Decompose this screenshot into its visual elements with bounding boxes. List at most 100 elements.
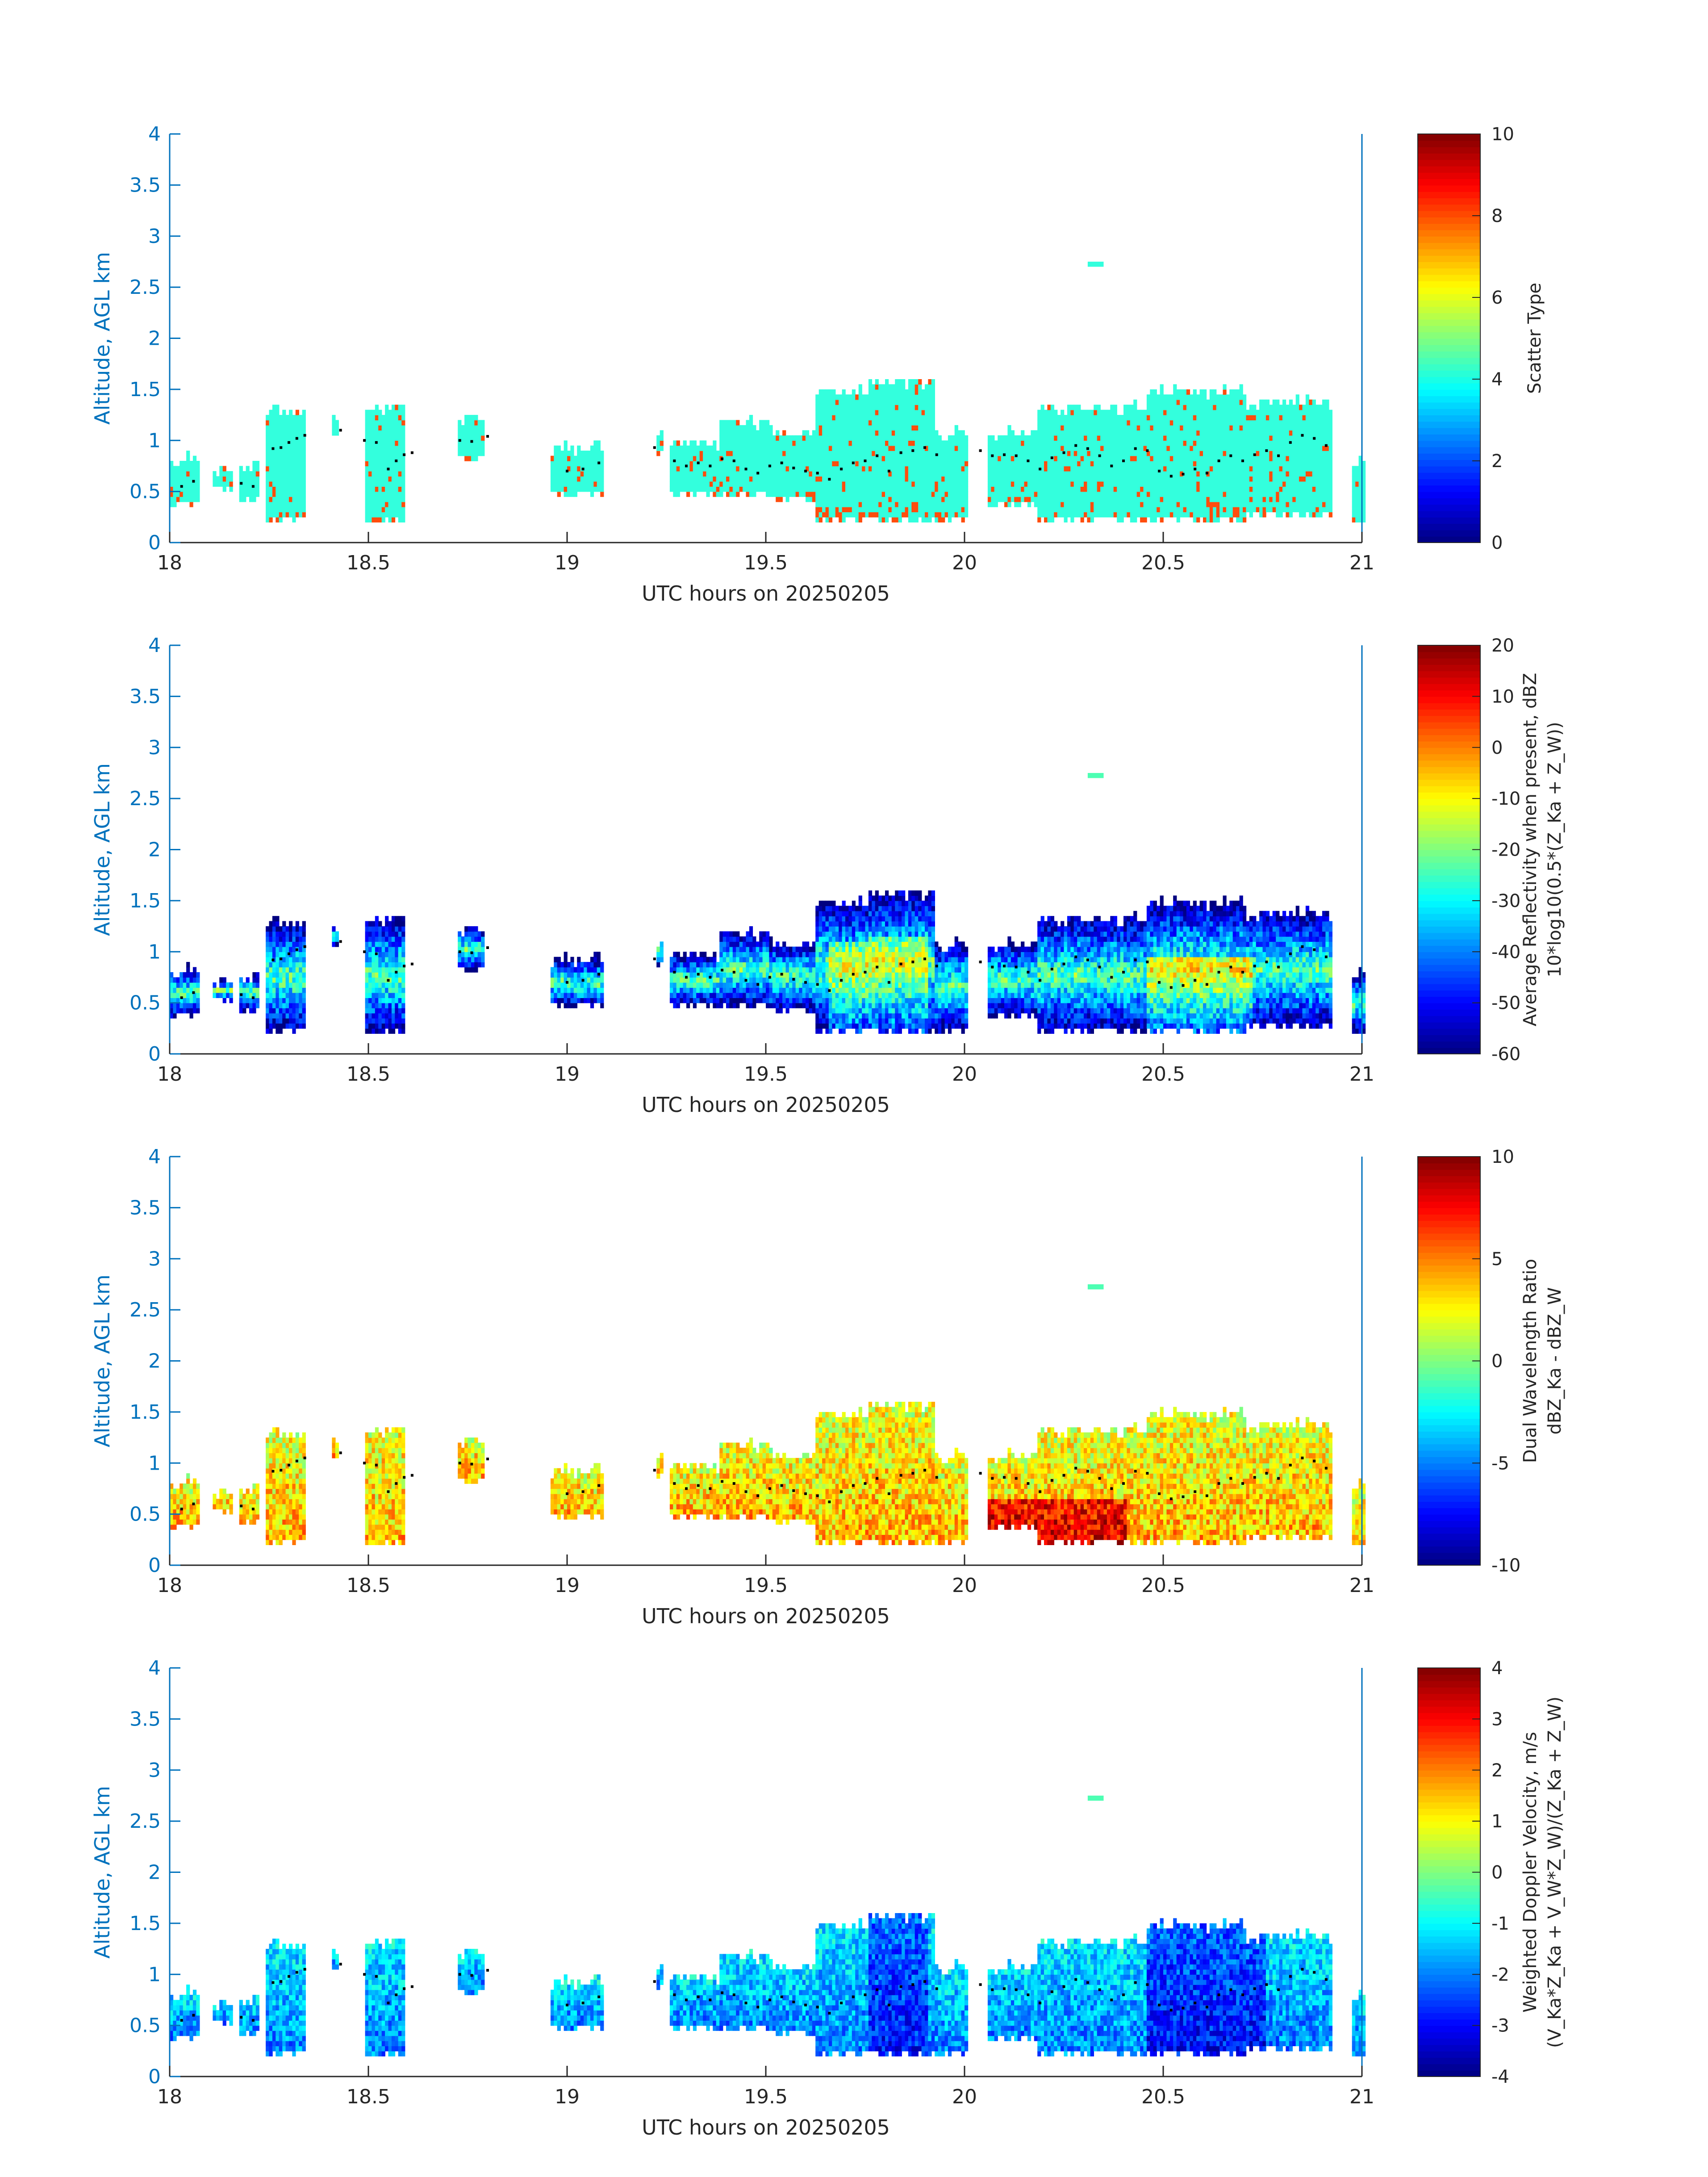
heatmap-cell [703, 476, 707, 482]
heatmap-cell [176, 491, 180, 497]
heatmap-cell [1265, 405, 1270, 410]
heatmap-cell [381, 466, 385, 472]
heatmap-cell [282, 445, 286, 451]
heatmap-cell [196, 497, 200, 502]
heatmap-cell [895, 471, 899, 477]
heatmap-cell [848, 420, 852, 426]
heatmap-cell [1203, 451, 1207, 456]
heatmap-cell [1140, 461, 1144, 467]
heatmap-cell [1120, 497, 1124, 502]
heatmap-cell [272, 476, 276, 482]
heatmap-cell [1186, 491, 1190, 497]
heatmap-cell [1064, 451, 1068, 456]
heatmap-cell [1037, 451, 1041, 456]
heatmap-cell [272, 425, 276, 431]
heatmap-cell [915, 455, 919, 461]
y-tick-label: 3.5 [129, 174, 161, 196]
heatmap-cell [825, 476, 829, 482]
heatmap-cell [881, 389, 885, 395]
heatmap-cell [1166, 420, 1170, 426]
heatmap-cell [1229, 491, 1233, 497]
heatmap-cell [401, 501, 405, 507]
colorbar-segment [1418, 510, 1480, 518]
heatmap-cell [1004, 466, 1008, 472]
heatmap-cell [481, 451, 485, 456]
heatmap-cell [902, 455, 906, 461]
heatmap-cell [600, 455, 604, 461]
heatmap-cell [1130, 451, 1134, 456]
heatmap-cell [1232, 451, 1236, 456]
heatmap-cell [835, 471, 839, 477]
colorbar-segment [1418, 472, 1480, 480]
heatmap-cell [279, 517, 283, 522]
heatmap-cell [1262, 476, 1266, 482]
heatmap-cell [944, 461, 948, 467]
heatmap-cell [713, 461, 717, 467]
heatmap-cell [1249, 471, 1253, 477]
heatmap-cell [1249, 466, 1253, 472]
heatmap-cell [1127, 497, 1131, 502]
heatmap-cell [1103, 501, 1107, 507]
heatmap-cell [1146, 420, 1151, 426]
heatmap-cell [597, 455, 601, 461]
heatmap-cell [1223, 501, 1227, 507]
heatmap-cell [1355, 471, 1359, 477]
heatmap-cell [862, 415, 866, 421]
heatmap-cell [1223, 445, 1227, 451]
heatmap-cell [908, 461, 912, 467]
heatmap-cell [1153, 399, 1157, 405]
heatmap-cell [951, 461, 955, 467]
heatmap-cell [378, 430, 382, 436]
heatmap-cell [372, 425, 376, 431]
heatmap-cell [998, 497, 1002, 502]
cloud-base-dot [979, 449, 982, 452]
heatmap-cell [888, 445, 892, 451]
heatmap-cell [1355, 506, 1359, 513]
heatmap-cell [689, 455, 693, 461]
heatmap-cell [1190, 486, 1194, 492]
heatmap-cell [911, 491, 915, 497]
heatmap-cell [961, 517, 965, 522]
heatmap-cell [295, 501, 299, 507]
heatmap-cell [1050, 409, 1054, 415]
heatmap-cell [1249, 486, 1253, 492]
heatmap-cell [282, 491, 286, 497]
heatmap-cell [802, 445, 806, 451]
heatmap-cell [891, 435, 895, 441]
heatmap-cell [292, 466, 296, 472]
heatmap-cell [915, 409, 919, 415]
heatmap-cell [891, 466, 895, 472]
heatmap-cell [878, 486, 882, 492]
heatmap-cell [948, 461, 952, 467]
heatmap-cell [908, 517, 912, 522]
heatmap-cell [1299, 420, 1303, 426]
heatmap-cell [1352, 501, 1356, 507]
heatmap-cell [1269, 455, 1273, 461]
heatmap-cell [292, 476, 296, 482]
heatmap-cell [1299, 476, 1303, 482]
heatmap-cell [173, 497, 177, 502]
heatmap-cell [570, 466, 574, 472]
heatmap-cell [931, 435, 935, 441]
colorbar-segment [1418, 523, 1480, 531]
heatmap-cell [1213, 512, 1217, 518]
heatmap-cell [852, 501, 856, 507]
heatmap-cell [1027, 440, 1031, 446]
heatmap-cell [1100, 471, 1104, 477]
heatmap-cell [703, 461, 707, 467]
heatmap-cell [1037, 430, 1041, 436]
heatmap-cell [1061, 455, 1065, 461]
heatmap-cell [1127, 445, 1131, 451]
heatmap-cell [289, 491, 293, 497]
heatmap-cell [391, 506, 396, 513]
heatmap-cell [1127, 461, 1131, 467]
heatmap-cell [385, 409, 389, 415]
heatmap-cell [269, 455, 273, 461]
heatmap-cell [368, 476, 372, 482]
heatmap-cell [1061, 476, 1065, 482]
heatmap-cell [1180, 440, 1184, 446]
heatmap-cell [1262, 420, 1266, 426]
heatmap-cell [1017, 440, 1021, 446]
heatmap-cell [898, 455, 902, 461]
heatmap-cell [1232, 399, 1236, 405]
